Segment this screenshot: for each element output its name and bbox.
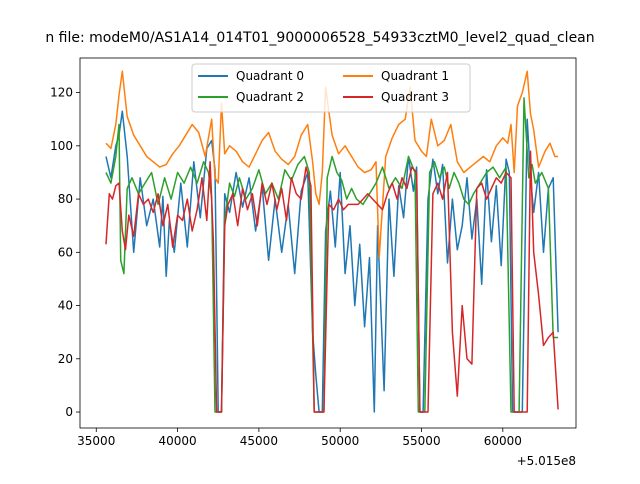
y-tick-label: 80: [58, 192, 73, 206]
series-line-quadrant-0: [105, 110, 559, 413]
legend-label-quadrant-3: Quadrant 3: [381, 90, 449, 104]
legend-label-quadrant-1: Quadrant 1: [381, 69, 449, 83]
y-tick-label: 120: [50, 86, 73, 100]
y-tick-label: 60: [58, 245, 73, 259]
plot-frame: [79, 57, 577, 429]
x-tick-label: 60000: [484, 434, 522, 448]
x-tick-label: 35000: [77, 434, 115, 448]
x-tick-label: 40000: [158, 434, 196, 448]
y-tick-label: 100: [50, 139, 73, 153]
x-tick-label: 50000: [321, 434, 359, 448]
series-layer: [105, 70, 559, 413]
chart-title: n file: modeM0/AS1A14_014T01_9000006528_…: [45, 30, 594, 46]
y-tick-label: 40: [58, 299, 73, 313]
x-tick-label: 45000: [240, 434, 278, 448]
legend-label-quadrant-2: Quadrant 2: [236, 90, 304, 104]
x-tick-label: 55000: [402, 434, 440, 448]
y-tick-label: 20: [58, 352, 73, 366]
series-line-quadrant-1: [105, 70, 559, 259]
legend: Quadrant 0 Quadrant 1 Quadrant 2 Quadrant 3: [191, 63, 471, 113]
y-axis: 0 20 40 60 80 100 120: [50, 86, 80, 419]
series-line-quadrant-2: [105, 97, 559, 413]
series-line-quadrant-3: [105, 150, 559, 413]
y-tick-label: 0: [65, 405, 73, 419]
x-axis: 35000 40000 45000 50000 55000 60000: [77, 428, 522, 448]
legend-box: [191, 63, 471, 113]
legend-label-quadrant-0: Quadrant 0: [236, 69, 304, 83]
x-offset-text: +5.015e8: [517, 454, 576, 468]
